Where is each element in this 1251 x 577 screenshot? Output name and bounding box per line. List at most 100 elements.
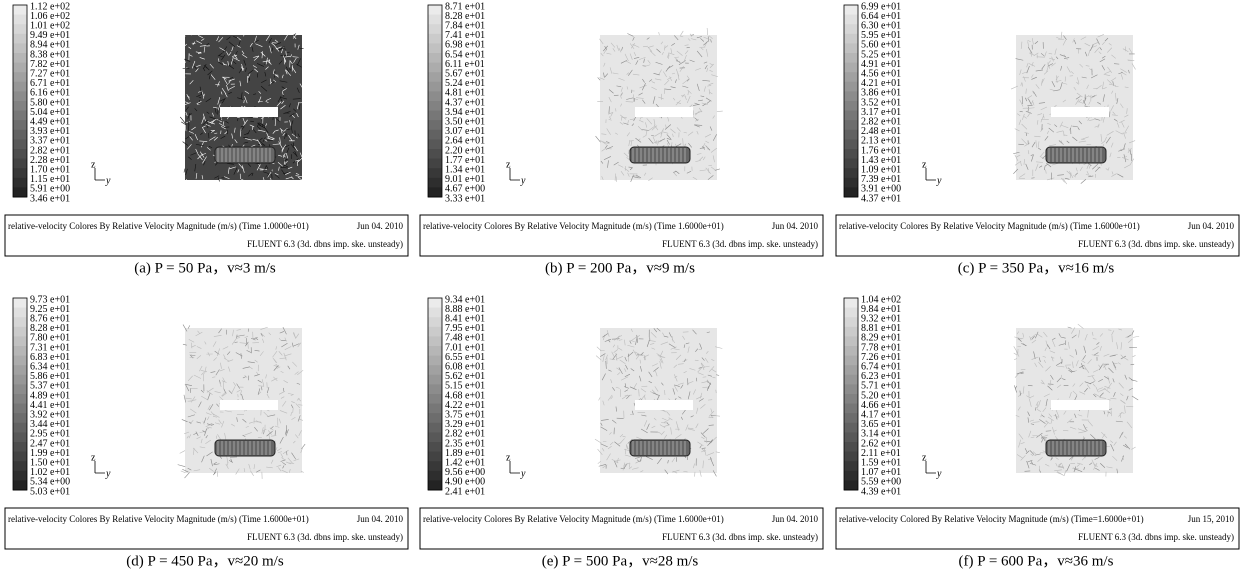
axis-z: z bbox=[922, 159, 927, 170]
colorbar-segment bbox=[844, 471, 858, 481]
flow-vector bbox=[191, 29, 195, 35]
info-text: relative-velocity Colores By Relative Ve… bbox=[8, 221, 309, 231]
flow-vector bbox=[185, 472, 190, 478]
axis-triad bbox=[510, 461, 520, 473]
colorbar-segment bbox=[428, 327, 442, 337]
colorbar-segment bbox=[844, 149, 858, 159]
colorbar-segment bbox=[844, 178, 858, 188]
colorbar-segment bbox=[844, 480, 858, 490]
colorbar-segment bbox=[428, 423, 442, 433]
axis-y: y bbox=[105, 468, 111, 479]
colorbar-segment bbox=[428, 413, 442, 423]
colorbar-segment bbox=[13, 187, 27, 197]
colorbar-segment bbox=[428, 404, 442, 414]
caption: (a) P = 50 Pa，v≈3 m/s bbox=[134, 260, 276, 276]
info-text: relative-velocity Colores By Relative Ve… bbox=[839, 221, 1140, 231]
flow-vector bbox=[596, 136, 601, 142]
colorbar-segment bbox=[844, 375, 858, 385]
colorbar-segment bbox=[428, 53, 442, 63]
colorbar-segment bbox=[844, 432, 858, 442]
colorbar-segment bbox=[428, 5, 442, 15]
colorbar-segment bbox=[13, 336, 27, 346]
colorbar-segment bbox=[844, 423, 858, 433]
panel: 6.99 e+016.64 e+016.30 e+015.95 e+015.60… bbox=[836, 1, 1239, 276]
colorbar-segment bbox=[844, 336, 858, 346]
axis-triad bbox=[95, 168, 105, 180]
colorbar-segment bbox=[13, 298, 27, 308]
flow-vector bbox=[180, 117, 185, 123]
info-date: Jun 04. 2010 bbox=[772, 514, 819, 524]
colorbar-segment bbox=[13, 413, 27, 423]
caption: (b) P = 200 Pa，v≈9 m/s bbox=[545, 260, 695, 276]
info-date: Jun 04. 2010 bbox=[1188, 221, 1235, 231]
colorbar-segment bbox=[844, 404, 858, 414]
wall bbox=[1051, 400, 1109, 410]
info-text: relative-velocity Colores By Relative Ve… bbox=[423, 514, 724, 524]
colorbar-segment bbox=[428, 34, 442, 44]
colorbar-segment bbox=[428, 432, 442, 442]
colorbar-segment bbox=[13, 356, 27, 366]
colorbar-segment bbox=[844, 91, 858, 101]
colorbar-segment bbox=[13, 384, 27, 394]
colorbar-segment bbox=[844, 5, 858, 15]
colorbar-segment bbox=[844, 101, 858, 111]
colorbar-segment bbox=[844, 168, 858, 178]
colorbar-segment bbox=[428, 159, 442, 169]
flow-vector bbox=[181, 471, 185, 473]
colorbar-segment bbox=[428, 461, 442, 471]
axis-y: y bbox=[105, 175, 111, 186]
colorbar-segment bbox=[13, 82, 27, 92]
info-solver: FLUENT 6.3 (3d. dbns imp. ske. unsteady) bbox=[662, 239, 818, 249]
colorbar-segment bbox=[844, 187, 858, 197]
legend-label: 5.03 e+01 bbox=[30, 486, 70, 497]
colorbar-segment bbox=[428, 480, 442, 490]
wall bbox=[1051, 107, 1109, 117]
colorbar-segment bbox=[428, 471, 442, 481]
flow-vector bbox=[184, 169, 185, 173]
legend-label: 4.37 e+01 bbox=[861, 193, 901, 204]
flow-vector bbox=[301, 444, 305, 449]
flow-vector bbox=[1133, 336, 1139, 337]
legend-label: 3.46 e+01 bbox=[30, 193, 70, 204]
colorbar-segment bbox=[13, 375, 27, 385]
info-date: Jun 04. 2010 bbox=[357, 221, 404, 231]
colorbar-segment bbox=[13, 159, 27, 169]
colorbar-segment bbox=[13, 394, 27, 404]
colorbar-segment bbox=[13, 308, 27, 318]
colorbar-segment bbox=[844, 111, 858, 121]
colorbar-segment bbox=[428, 139, 442, 149]
wall bbox=[220, 107, 278, 117]
colorbar-segment bbox=[844, 130, 858, 140]
colorbar-segment bbox=[844, 72, 858, 82]
colorbar-segment bbox=[844, 394, 858, 404]
colorbar-segment bbox=[844, 159, 858, 169]
colorbar-segment bbox=[428, 336, 442, 346]
axis-z: z bbox=[91, 159, 96, 170]
colorbar-segment bbox=[428, 149, 442, 159]
colorbar-segment bbox=[13, 43, 27, 53]
colorbar-segment bbox=[13, 471, 27, 481]
flow-vector bbox=[279, 30, 280, 35]
info-date: Jun 04. 2010 bbox=[357, 514, 404, 524]
axis-z: z bbox=[506, 452, 511, 463]
colorbar-segment bbox=[13, 15, 27, 25]
info-solver: FLUENT 6.3 (3d. dbns imp. ske. unsteady) bbox=[1078, 239, 1234, 249]
legend-label: 3.33 e+01 bbox=[445, 193, 485, 204]
colorbar-segment bbox=[428, 82, 442, 92]
colorbar-segment bbox=[844, 461, 858, 471]
legend-label: 2.41 e+01 bbox=[445, 486, 485, 497]
colorbar-segment bbox=[13, 327, 27, 337]
colorbar-segment bbox=[13, 461, 27, 471]
caption: (e) P = 500 Pa，v≈28 m/s bbox=[542, 553, 699, 569]
colorbar-segment bbox=[844, 43, 858, 53]
axis-y: y bbox=[936, 175, 942, 186]
colorbar-segment bbox=[844, 53, 858, 63]
info-solver: FLUENT 6.3 (3d. dbns imp. ske. unsteady) bbox=[247, 532, 403, 542]
colorbar-segment bbox=[428, 24, 442, 34]
colorbar-segment bbox=[13, 404, 27, 414]
colorbar-segment bbox=[428, 63, 442, 73]
info-solver: FLUENT 6.3 (3d. dbns imp. ske. unsteady) bbox=[247, 239, 403, 249]
colorbar-segment bbox=[13, 5, 27, 15]
colorbar-segment bbox=[428, 356, 442, 366]
colorbar-segment bbox=[13, 346, 27, 356]
